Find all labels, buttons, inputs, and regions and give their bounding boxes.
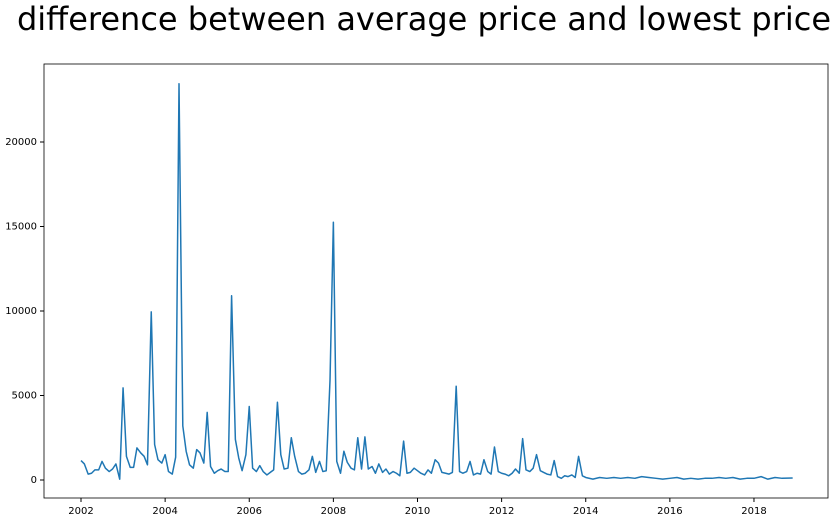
x-tick-label: 2012	[489, 506, 514, 517]
x-tick-label: 2010	[405, 506, 430, 517]
chart-title: difference between average price and low…	[17, 0, 831, 38]
y-tick-label: 10000	[5, 306, 37, 317]
data-line	[80, 82, 793, 480]
x-tick-label: 2008	[321, 506, 346, 517]
x-tick-label: 2014	[573, 506, 598, 517]
x-tick-label: 2018	[741, 506, 766, 517]
y-tick-label: 0	[31, 475, 37, 486]
y-tick-label: 20000	[5, 137, 37, 148]
plot-frame	[43, 63, 829, 499]
y-tick-label: 5000	[12, 390, 37, 401]
x-tick-label: 2002	[68, 506, 93, 517]
x-tick-label: 2004	[152, 506, 177, 517]
x-tick-label: 2016	[657, 506, 682, 517]
y-tick-label: 15000	[5, 221, 37, 232]
x-tick-label: 2006	[237, 506, 262, 517]
